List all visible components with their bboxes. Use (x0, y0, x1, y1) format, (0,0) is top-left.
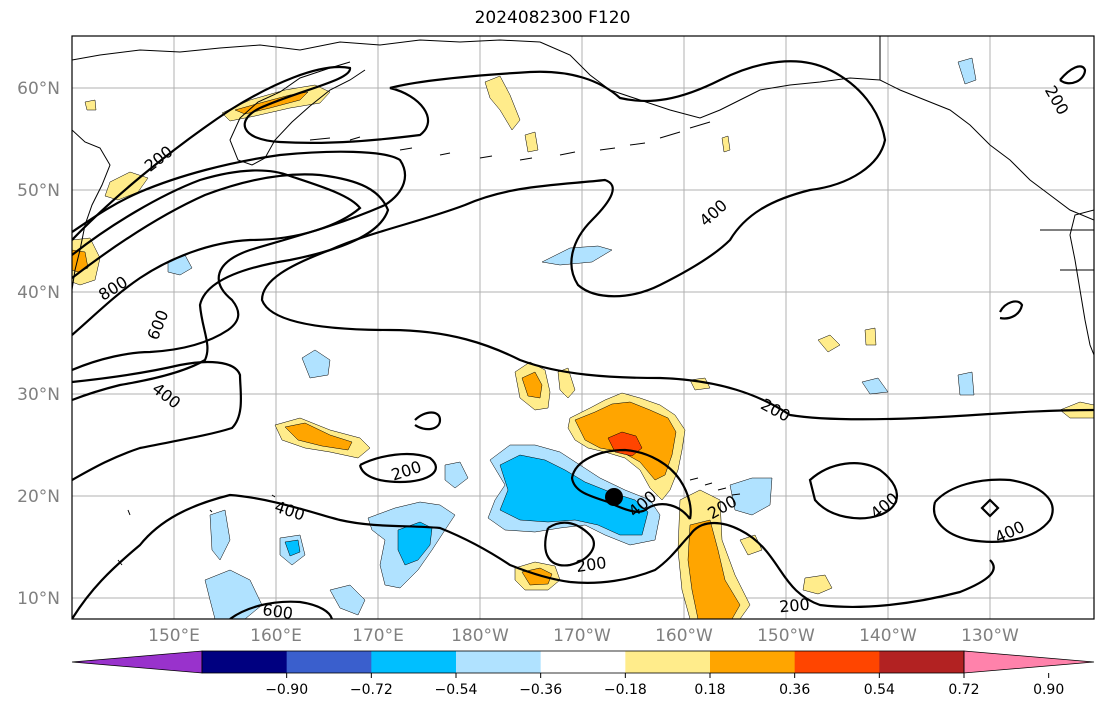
coastlines (72, 36, 1094, 566)
coastline-asia (72, 129, 111, 291)
colorbar-tick-label: 0.54 (864, 682, 895, 698)
positive-anomaly-area (521, 371, 543, 399)
latitude-label: 40°N (17, 283, 60, 303)
contour-400-hawaii (570, 448, 692, 520)
contour-200-hawaii (544, 521, 595, 567)
colorbar-segment (794, 651, 880, 673)
negative-anomaly-area (301, 349, 331, 379)
positive-anomaly-area (284, 422, 353, 451)
state-border (879, 36, 1094, 271)
coastline-hawaii (689, 477, 741, 496)
contour-label: 600 (261, 600, 294, 623)
colorbar-segment (456, 651, 542, 673)
shaded-anomaly-regions (72, 57, 1094, 619)
negative-anomaly-area (499, 454, 649, 536)
map-border (71, 35, 1095, 620)
positive-anomaly-area (721, 135, 731, 153)
contour-600 (72, 173, 390, 402)
colorbar-tick-label: 0.18 (694, 682, 725, 698)
negative-anomaly-area (444, 461, 469, 489)
contour-600-sw (229, 600, 334, 619)
colorbar-segment (625, 651, 711, 673)
colorbar: −0.90 −0.72 −0.54 −0.36 −0.18 0.18 0.36 0.54 0.7… (71, 650, 1095, 698)
longitude-label: 160°E (250, 626, 302, 646)
positive-anomaly-area (484, 75, 521, 131)
negative-anomaly-area (329, 584, 366, 616)
contour-400-south (72, 360, 242, 481)
negative-anomaly-area (204, 569, 263, 619)
longitude-label: 170°W (553, 626, 611, 646)
positive-anomaly-area (557, 367, 576, 399)
negative-anomaly-area (209, 509, 231, 561)
coastline-kamchatka (229, 61, 366, 166)
storm-center-marker (605, 488, 623, 506)
longitude-label: 150°E (148, 626, 200, 646)
colorbar-tick-label: 0.90 (1033, 682, 1064, 698)
colorbar-tick-label: −0.72 (350, 682, 393, 698)
latitude-label: 20°N (17, 487, 60, 507)
colorbar-tick-label: 0.36 (779, 682, 810, 698)
negative-anomaly-area (541, 245, 613, 266)
longitude-labels: 150°E 160°E 170°E 180°W 170°W 160°W 150°… (148, 626, 1019, 646)
latitude-label: 30°N (17, 385, 60, 405)
contour-label: 200 (778, 595, 810, 617)
coastline-north-america (1069, 209, 1094, 356)
map-title: 2024082300 F120 (474, 8, 631, 28)
longitude-label: 170°E (352, 626, 404, 646)
longitude-label: 130°W (961, 626, 1019, 646)
contour-small-loop (980, 498, 1000, 518)
positive-anomaly-area (524, 131, 539, 153)
negative-anomaly-area (957, 371, 975, 396)
contour-800 (72, 169, 362, 336)
contour-200-south (569, 522, 995, 609)
colorbar-segment (202, 651, 288, 673)
contour-lines (72, 60, 1094, 619)
latitude-labels: 60°N 50°N 40°N 30°N 20°N 10°N (17, 79, 60, 609)
coastline-alaska (539, 41, 1094, 221)
contour-200-mid (358, 452, 437, 484)
latitude-label: 10°N (17, 589, 60, 609)
colorbar-segment (286, 651, 372, 673)
longitude-label: 160°W (655, 626, 713, 646)
positive-anomaly-area (84, 99, 97, 111)
negative-anomaly-area (861, 377, 889, 395)
colorbar-segment (879, 651, 965, 673)
latitude-label: 50°N (17, 181, 60, 201)
colorbar-tick-label: −0.36 (519, 682, 562, 698)
colorbar-extend-high (963, 650, 1095, 674)
colorbar-outline (201, 650, 965, 674)
colorbar-segment (540, 651, 626, 673)
colorbar-segment (371, 651, 457, 673)
longitude-label: 180°W (451, 626, 509, 646)
negative-anomaly-area (957, 57, 977, 85)
contour-400-south-basin (72, 493, 571, 619)
longitude-label: 150°W (757, 626, 815, 646)
contour-400-east (808, 462, 898, 520)
colorbar-tick-label: −0.90 (265, 682, 308, 698)
colorbar-tick-label: −0.18 (604, 682, 647, 698)
latitude-label: 60°N (17, 79, 60, 99)
colorbar-segment (710, 651, 796, 673)
positive-anomaly-area (802, 574, 833, 595)
colorbar-extend-low (71, 650, 203, 674)
coastline-siberia (72, 39, 541, 61)
negative-anomaly-area (397, 521, 433, 566)
contour-400-west (72, 150, 407, 372)
positive-anomaly-area (687, 519, 741, 619)
longitude-label: 140°W (859, 626, 917, 646)
colorbar-tick-label: −0.54 (435, 682, 478, 698)
negative-anomaly-area (284, 539, 301, 557)
positive-anomaly-area (864, 327, 877, 346)
contour-400-far-east (932, 478, 1054, 543)
contour-loop (414, 411, 442, 431)
coastline-aleutians (309, 121, 711, 161)
contour-label: 200 (575, 553, 608, 576)
negative-anomaly-area (729, 477, 773, 516)
positive-anomaly-area (817, 334, 841, 353)
contour-200-north (72, 60, 1094, 421)
colorbar-tick-label: 0.72 (948, 682, 979, 698)
contour-small-loop-2 (999, 300, 1024, 320)
contour-200-ne (1059, 65, 1087, 85)
